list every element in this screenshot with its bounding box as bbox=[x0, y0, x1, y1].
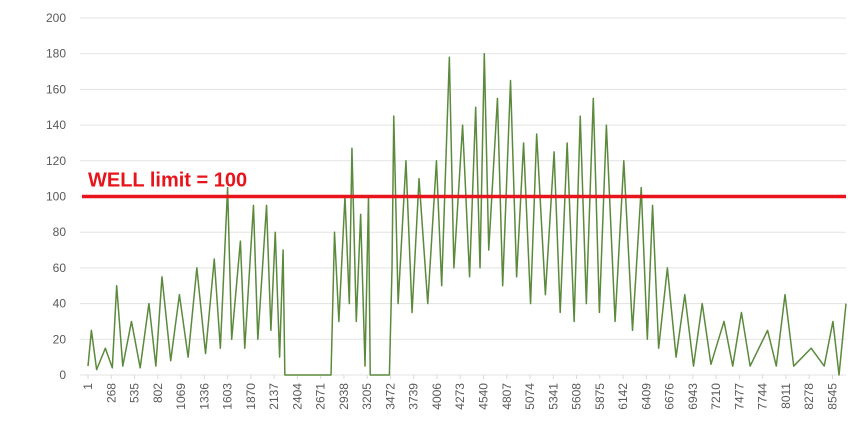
x-tick-label: 2137 bbox=[267, 383, 281, 410]
x-tick-label: 4540 bbox=[477, 383, 491, 410]
x-tick-label: 4006 bbox=[430, 383, 444, 410]
x-tick-label: 6943 bbox=[686, 383, 700, 410]
y-tick-label: 0 bbox=[59, 368, 66, 382]
x-tick-label: 2938 bbox=[337, 383, 351, 410]
x-tick-label: 2671 bbox=[314, 383, 328, 410]
x-tick-label: 6142 bbox=[616, 383, 630, 410]
y-tick-label: 100 bbox=[46, 190, 66, 204]
x-tick-label: 3472 bbox=[383, 383, 397, 410]
x-tick-label: 535 bbox=[128, 383, 142, 403]
data-line bbox=[87, 52, 847, 376]
x-tick-label: 3739 bbox=[407, 383, 421, 410]
x-tick-label: 7210 bbox=[709, 383, 723, 410]
x-tick-label: 5074 bbox=[523, 383, 537, 410]
x-tick-label: 4807 bbox=[500, 383, 514, 410]
y-tick-label: 160 bbox=[46, 82, 66, 96]
y-tick-label: 140 bbox=[46, 118, 66, 132]
threshold-label: WELL limit = 100 bbox=[88, 170, 247, 192]
x-tick-label: 4273 bbox=[453, 383, 467, 410]
x-tick-label: 3205 bbox=[360, 383, 374, 410]
x-tick-label: 1336 bbox=[197, 383, 211, 410]
x-tick-label: 5608 bbox=[570, 383, 584, 410]
x-tick-label: 268 bbox=[104, 383, 118, 403]
x-tick-label: 7744 bbox=[756, 383, 770, 410]
x-tick-label: 8545 bbox=[825, 383, 839, 410]
x-tick-label: 8278 bbox=[802, 383, 816, 410]
x-tick-label: 6676 bbox=[663, 383, 677, 410]
y-tick-label: 20 bbox=[53, 332, 67, 346]
y-tick-label: 80 bbox=[53, 225, 67, 239]
x-tick-label: 1603 bbox=[221, 383, 235, 410]
x-tick-label: 1069 bbox=[174, 383, 188, 410]
y-tick-label: 60 bbox=[53, 261, 67, 275]
x-tick-label: 802 bbox=[151, 383, 165, 403]
x-tick-label: 1 bbox=[81, 383, 95, 390]
x-tick-label: 7477 bbox=[732, 383, 746, 410]
x-tick-label: 8011 bbox=[779, 383, 793, 409]
x-tick-label: 5875 bbox=[593, 383, 607, 410]
x-tick-label: 6409 bbox=[639, 383, 653, 410]
y-tick-label: 40 bbox=[53, 297, 67, 311]
y-tick-label: 200 bbox=[46, 11, 66, 25]
y-tick-label: 120 bbox=[46, 154, 66, 168]
x-tick-label: 5341 bbox=[546, 383, 560, 410]
x-tick-label: 2404 bbox=[290, 383, 304, 410]
x-tick-label: 1870 bbox=[244, 383, 258, 410]
y-tick-label: 180 bbox=[46, 47, 66, 61]
